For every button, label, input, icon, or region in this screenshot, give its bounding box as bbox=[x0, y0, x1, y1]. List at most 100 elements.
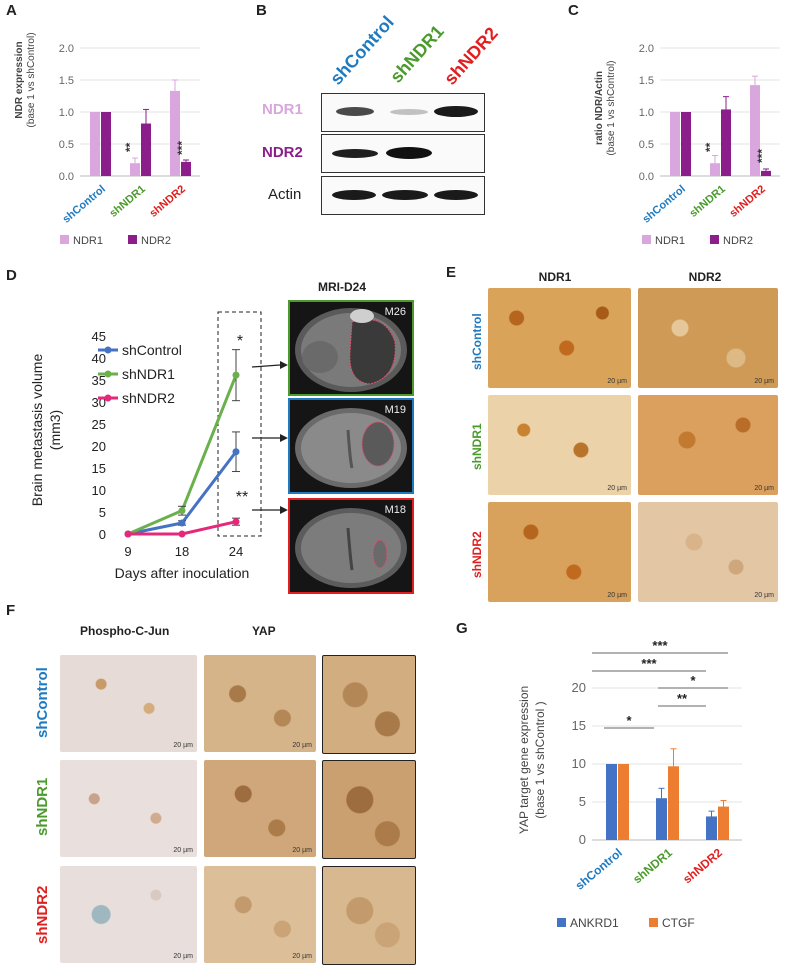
y-tick-label: 0.5 bbox=[59, 139, 74, 151]
panel-g-ylabel-2: (base 1 vs shControl ) bbox=[533, 701, 547, 818]
legend-label-ctgf: CTGF bbox=[662, 916, 695, 930]
ihc-yap-shndr1: 20 µm bbox=[204, 760, 316, 857]
x-category-label: shNDR1 bbox=[630, 845, 675, 886]
bar-ndr2 bbox=[181, 161, 191, 176]
blot-band bbox=[336, 107, 374, 116]
scale-bar-label: 20 µm bbox=[292, 953, 312, 960]
x-category-label: shNDR2 bbox=[680, 845, 725, 886]
legend-label-ndr1: NDR1 bbox=[655, 235, 685, 247]
legend-label-ndr1: NDR1 bbox=[73, 235, 103, 247]
blot-row-label-actin: Actin bbox=[268, 186, 302, 203]
x-category-label: shNDR1 bbox=[107, 183, 147, 220]
scale-bar-label: 20 µm bbox=[607, 378, 627, 385]
panel-g-chart: YAP target gene expression (base 1 vs sh… bbox=[517, 640, 742, 930]
significance-annotation: *** bbox=[641, 656, 657, 671]
ihc-ndr2-shndr2: 20 µm bbox=[638, 502, 778, 602]
panel-a-chart: NDR expression (base 1 vs shControl) 0.0… bbox=[14, 32, 200, 247]
y-tick-label: 0 bbox=[579, 832, 586, 847]
ihc-ndr1-shndr1: 20 µm bbox=[488, 395, 631, 495]
panel-f-col-yap: YAP bbox=[252, 624, 276, 638]
data-point bbox=[232, 371, 240, 379]
mri-image-shndr1: M26 bbox=[288, 300, 414, 396]
scale-bar-label: 20 µm bbox=[607, 592, 627, 599]
ihc-yap-zoom-shndr1 bbox=[322, 760, 416, 859]
panel-letter-d: D bbox=[6, 267, 17, 284]
significance-annotation: *** bbox=[755, 149, 769, 163]
blot-header-shcontrol: shControl bbox=[326, 12, 398, 89]
data-point bbox=[178, 507, 186, 515]
mri-image-shcontrol: M19 bbox=[288, 398, 414, 494]
y-tick-label: 1.5 bbox=[639, 75, 654, 87]
y-tick-label: 35 bbox=[92, 373, 106, 388]
y-tick-label: 2.0 bbox=[59, 43, 74, 55]
significance-annotation: * bbox=[690, 673, 696, 688]
ihc-ndr1-shndr2: 20 µm bbox=[488, 502, 631, 602]
legend-label-ndr2: NDR2 bbox=[723, 235, 753, 247]
scale-bar-label: 20 µm bbox=[292, 847, 312, 854]
x-category-label: shControl bbox=[573, 846, 625, 893]
legend-swatch-ctgf bbox=[649, 918, 658, 927]
arrow-head bbox=[280, 361, 288, 369]
bar-ndr2 bbox=[141, 123, 151, 176]
bar-ndr2 bbox=[761, 170, 771, 176]
x-category-label: shControl bbox=[640, 183, 688, 226]
blot-band bbox=[332, 190, 376, 200]
y-tick-label: 1.5 bbox=[59, 75, 74, 87]
legend-swatch-ndr2 bbox=[710, 235, 719, 244]
data-point bbox=[124, 530, 132, 538]
bar-ndr1 bbox=[90, 112, 100, 176]
y-tick-label: 10 bbox=[572, 756, 586, 771]
legend-label: shNDR2 bbox=[122, 390, 175, 406]
panel-d-ylabel-2: (mm3) bbox=[47, 410, 63, 450]
panel-c-chart: ratio NDR/Actin (base 1 vs shControl) 0.… bbox=[594, 43, 780, 247]
blot-band bbox=[332, 149, 378, 158]
panel-e-row-shcontrol: shControl bbox=[470, 313, 484, 370]
blot-band bbox=[434, 190, 478, 200]
mri-title: MRI-D24 bbox=[318, 280, 367, 294]
legend-marker bbox=[104, 394, 112, 402]
ihc-yap-shndr2: 20 µm bbox=[204, 866, 316, 963]
bar-ndr1 bbox=[170, 90, 180, 176]
scale-bar-label: 20 µm bbox=[173, 847, 193, 854]
legend-marker bbox=[104, 346, 112, 354]
y-tick-label: 40 bbox=[92, 351, 106, 366]
scale-bar-label: 20 µm bbox=[607, 485, 627, 492]
scale-bar-label: 20 µm bbox=[754, 378, 774, 385]
bar-ndr2 bbox=[101, 112, 111, 176]
arrow-head bbox=[280, 434, 288, 442]
blot-band bbox=[386, 147, 432, 159]
panel-d-chart: Brain metastasis volume (mm3) Days after… bbox=[29, 311, 288, 581]
legend-label: shNDR1 bbox=[122, 366, 175, 382]
ihc-yap-shcontrol: 20 µm bbox=[204, 655, 316, 752]
data-point bbox=[232, 518, 240, 526]
x-tick-label: 18 bbox=[175, 544, 189, 559]
panel-e-col-ndr1: NDR1 bbox=[538, 270, 572, 284]
panel-letter-e: E bbox=[446, 264, 457, 281]
bar-ndr2 bbox=[681, 112, 691, 176]
panel-f-row-shndr1: shNDR1 bbox=[34, 777, 51, 836]
significance-annotation: ** bbox=[703, 142, 717, 152]
y-tick-label: 5 bbox=[99, 505, 106, 520]
y-tick-label: 15 bbox=[572, 718, 586, 733]
panel-f-col-phospho: Phospho-C-Jun bbox=[80, 624, 170, 638]
panel-e-row-shndr1: shNDR1 bbox=[470, 423, 484, 470]
arrow-head bbox=[280, 506, 288, 514]
significance-annotation: ** bbox=[123, 142, 137, 152]
legend-label-ankrd1: ANKRD1 bbox=[570, 916, 619, 930]
scale-bar-label: 20 µm bbox=[173, 953, 193, 960]
bar-ankrd1 bbox=[606, 764, 617, 840]
y-tick-label: 0 bbox=[99, 527, 106, 542]
blot-band bbox=[390, 109, 428, 115]
ihc-phospho-shndr1: 20 µm bbox=[60, 760, 197, 857]
mri-label: M26 bbox=[384, 306, 406, 318]
bar-ndr1 bbox=[750, 85, 760, 176]
blot-row-label-ndr1: NDR1 bbox=[262, 101, 303, 118]
significance-annotation: * bbox=[237, 333, 243, 350]
ihc-phospho-shcontrol: 20 µm bbox=[60, 655, 197, 752]
panel-letter-a: A bbox=[6, 2, 17, 19]
panel-d-xlabel: Days after inoculation bbox=[115, 565, 250, 581]
panel-a-ylabel-2: (base 1 vs shControl) bbox=[26, 32, 37, 127]
ihc-ndr2-shndr1: 20 µm bbox=[638, 395, 778, 495]
y-tick-label: 5 bbox=[579, 794, 586, 809]
data-point bbox=[178, 530, 186, 538]
